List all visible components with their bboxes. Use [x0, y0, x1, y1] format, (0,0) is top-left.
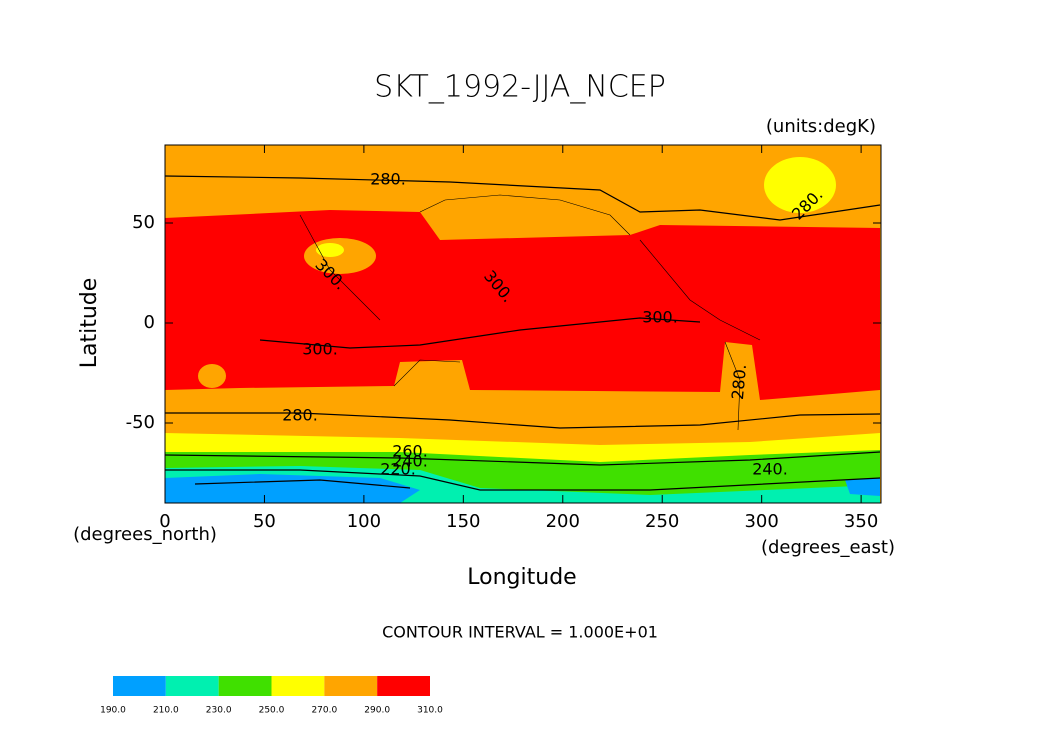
field-red — [165, 210, 880, 400]
colorbar-label: 310.0 — [417, 706, 443, 716]
colorbar-label: 210.0 — [153, 706, 179, 716]
colorbar-segment — [218, 676, 272, 696]
x-axis-label: Longitude — [467, 565, 576, 590]
y-tick-label: 50 — [132, 212, 155, 233]
contour-label: 260. — [392, 442, 428, 461]
x-tick-label: 350 — [844, 511, 878, 532]
y-axis-unit: (degrees_north) — [73, 524, 217, 545]
y-tick-label: -50 — [126, 412, 155, 433]
contour-interval: CONTOUR INTERVAL = 1.000E+01 — [382, 623, 658, 642]
plot-frame — [164, 144, 882, 504]
contour-label: 280. — [282, 406, 318, 425]
contour-line — [194, 479, 411, 489]
contour-label: 300. — [302, 340, 338, 359]
colorbar-label: 270.0 — [311, 706, 337, 716]
contour-line — [165, 469, 881, 491]
colorbar-segment — [165, 676, 219, 696]
x-tick-label: 250 — [645, 511, 679, 532]
colorbar-label: 290.0 — [364, 706, 390, 716]
x-tick-label: 150 — [446, 511, 480, 532]
contour-label: 280. — [728, 363, 750, 400]
field-blue — [165, 474, 420, 503]
contour-label: 240. — [392, 452, 428, 471]
colorbar-label: 190.0 — [100, 706, 126, 716]
contour-line — [164, 175, 881, 221]
colorbar-segment — [377, 676, 430, 696]
x-tick-label: 50 — [253, 511, 276, 532]
contour-line — [164, 451, 881, 466]
contour-label: 280. — [370, 170, 406, 189]
colorbar-segment — [271, 676, 325, 696]
field-blue — [845, 478, 880, 496]
colorbar-segment — [113, 676, 166, 696]
x-tick-label: 200 — [546, 511, 580, 532]
y-axis-label: Latitude — [77, 278, 102, 369]
field-yellow — [764, 157, 836, 213]
contour-label: 220. — [380, 460, 416, 479]
x-axis-unit: (degrees_east) — [761, 537, 895, 558]
contour-label: 300. — [642, 308, 678, 327]
contour-label: 240. — [752, 460, 788, 479]
x-tick-label: 0 — [159, 511, 170, 532]
colorbar-label: 230.0 — [206, 706, 232, 716]
coastline — [299, 194, 761, 431]
field — [164, 145, 881, 503]
y-tick-label: 0 — [144, 312, 155, 333]
chart-title: SKT_1992-JJA_NCEP — [374, 70, 666, 105]
x-tick-label: 100 — [347, 511, 381, 532]
x-tick-label: 300 — [744, 511, 778, 532]
field-orange — [198, 364, 226, 388]
units-note: (units:degK) — [766, 116, 876, 137]
colorbar-segment — [324, 676, 378, 696]
contour-line — [259, 317, 701, 349]
field-yellow — [316, 243, 344, 257]
contour-line — [165, 412, 881, 429]
colorbar-label: 250.0 — [259, 706, 285, 716]
